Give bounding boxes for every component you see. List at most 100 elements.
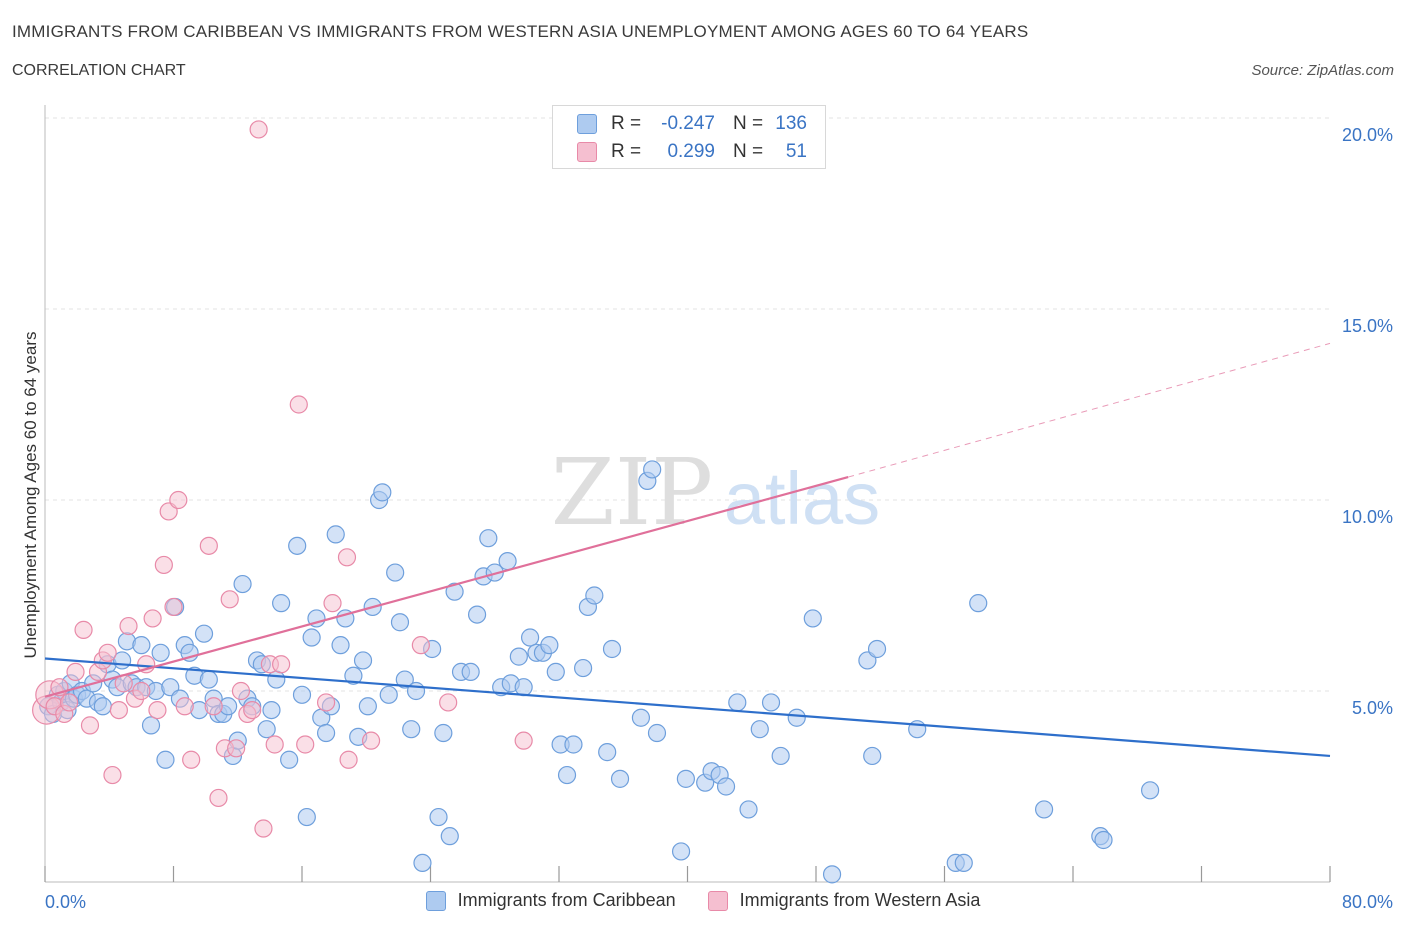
caribbean-point <box>631 708 651 727</box>
caribbean-point <box>867 639 887 659</box>
western-asia-point <box>411 636 430 655</box>
western-asia-point <box>132 681 151 701</box>
caribbean-point <box>739 800 758 819</box>
x-tick-label-min: 0.0% <box>45 892 86 912</box>
caribbean-point <box>461 662 480 682</box>
caribbean-point <box>390 613 410 632</box>
caribbean-point <box>199 670 218 689</box>
caribbean-point <box>132 636 151 655</box>
caribbean-point <box>267 670 286 689</box>
western-asia-point <box>143 609 162 628</box>
caribbean-point <box>93 697 112 716</box>
legend-r-value: -0.247 <box>661 113 715 134</box>
tick-labels: 5.0% 10.0% 15.0% 20.0% 0.0% 80.0% <box>45 125 1393 912</box>
western-asia-point <box>59 693 79 712</box>
caribbean-point <box>573 658 593 678</box>
caribbean-point <box>771 746 790 766</box>
caribbean-point <box>509 647 528 666</box>
legend-item-western-asia[interactable]: Immigrants from Western Asia <box>707 890 981 911</box>
correlation-legend: R = -0.247 N = 136 R = 0.299 N = 51 <box>552 105 826 169</box>
caribbean-point <box>787 708 806 727</box>
y-tick-label: 15.0% <box>1342 316 1393 336</box>
caribbean-point <box>1094 830 1113 850</box>
grid-lines <box>45 117 1330 692</box>
caribbean-point <box>272 594 291 613</box>
caribbean-point <box>257 720 276 739</box>
caribbean-point <box>643 460 662 479</box>
western-asia-point <box>199 536 218 555</box>
caribbean-point <box>822 865 842 884</box>
western-asia-point <box>220 590 239 609</box>
caribbean-point <box>585 586 604 605</box>
caribbean-point <box>402 720 421 739</box>
western-asia-point <box>182 750 201 769</box>
caribbean-point <box>676 769 695 788</box>
western-asia-trend-line <box>44 476 849 698</box>
watermark-zip: ZIP <box>551 439 713 546</box>
caribbean-point <box>954 853 973 873</box>
y-tick-label: 20.0% <box>1342 125 1393 145</box>
legend-n-value: 51 <box>785 141 807 162</box>
legend-swatch-blue <box>425 890 446 911</box>
caribbean-point <box>445 582 464 601</box>
western-asia-point <box>103 765 122 785</box>
caribbean-point <box>761 693 781 712</box>
caribbean-point <box>863 746 882 766</box>
western-asia-point <box>243 700 262 720</box>
western-asia-point <box>249 120 268 139</box>
caribbean-point <box>316 723 336 743</box>
caribbean-point <box>803 609 822 628</box>
caribbean-point <box>373 483 392 502</box>
caribbean-point <box>413 853 432 873</box>
watermark-atlas: atlas <box>724 457 880 540</box>
western-asia-point <box>265 735 284 754</box>
caribbean-point <box>647 723 667 743</box>
legend-swatch-pink <box>707 890 728 911</box>
series-legend: Immigrants from Caribbean Immigrants fro… <box>0 890 1406 911</box>
x-tick-label-max: 80.0% <box>1342 892 1393 912</box>
caribbean-point <box>467 605 487 624</box>
western-asia-point <box>119 616 138 636</box>
caribbean-point <box>344 666 363 685</box>
western-asia-point <box>227 739 246 758</box>
western-asia-point <box>209 788 228 808</box>
caribbean-point <box>288 536 307 555</box>
caribbean-point <box>1140 781 1160 800</box>
western-asia-point <box>80 716 100 735</box>
western-asia-point <box>514 731 533 750</box>
western-asia-point <box>361 731 381 750</box>
caribbean-point <box>386 563 405 582</box>
legend-item-caribbean[interactable]: Immigrants from Caribbean <box>425 890 676 911</box>
watermark: ZIP atlas <box>551 439 880 546</box>
legend-n-label: N = <box>733 141 764 162</box>
caribbean-point <box>602 639 622 659</box>
western-asia-point <box>109 700 128 720</box>
caribbean-points <box>39 460 1160 884</box>
y-axis-label: Unemployment Among Ages 60 to 64 years <box>21 332 40 659</box>
western-asia-point <box>231 681 251 701</box>
western-asia-point <box>272 655 291 674</box>
caribbean-point <box>750 720 769 739</box>
western-asia-trend-extension <box>847 342 1331 478</box>
caribbean-point <box>406 681 426 701</box>
western-asia-point <box>169 490 188 510</box>
caribbean-point <box>194 624 214 643</box>
caribbean-point <box>598 743 617 762</box>
caribbean-point <box>479 529 498 548</box>
western-asia-point <box>316 693 336 712</box>
western-asia-point <box>289 395 308 414</box>
western-asia-point <box>337 548 357 567</box>
legend-swatch-blue <box>577 114 597 134</box>
caribbean-point <box>353 651 373 670</box>
trend-lines <box>44 342 1331 758</box>
western-asia-point <box>323 594 342 613</box>
legend-r-label: R = <box>611 141 642 162</box>
caribbean-point <box>297 807 316 827</box>
caribbean-trend-line <box>44 657 1331 758</box>
legend-n-value: 136 <box>775 113 807 134</box>
legend-row-western-asia: R = 0.299 N = 51 <box>577 140 807 164</box>
chart-subtitle: CORRELATION CHART <box>12 62 186 79</box>
caribbean-point <box>326 525 345 544</box>
legend-label-western-asia: Immigrants from Western Asia <box>739 890 981 910</box>
